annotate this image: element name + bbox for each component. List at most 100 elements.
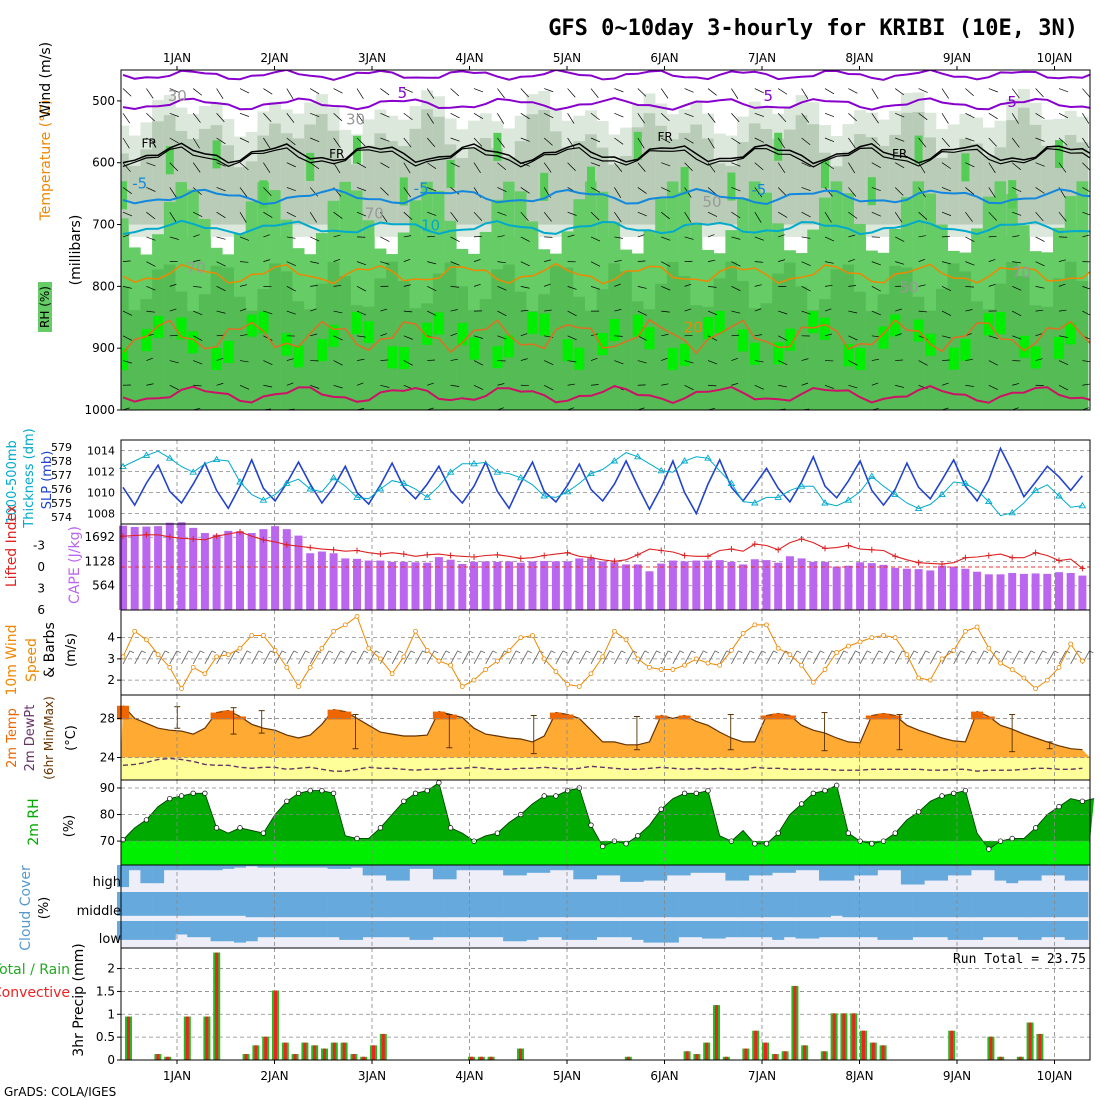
cloud-cell [479,865,492,871]
cloud-cell [351,865,363,868]
cloud-cell [1017,865,1030,881]
thickness-tick-label: 575 [51,497,72,510]
cape-bar [1019,573,1028,610]
convective-bar [156,1054,160,1060]
cape-bar [130,527,139,610]
cloud-cell [1053,865,1065,876]
date-tick-label: 6JAN [650,1069,678,1083]
wind-barb [520,650,529,665]
date-tick-label: 3JAN [358,1069,386,1083]
rh-point [436,780,442,786]
cloud-cell [491,865,504,871]
cloud-row-label: high [93,875,121,890]
wind-speed-point [319,645,325,651]
convective-bar [950,1030,954,1060]
cape-bar [938,565,946,610]
cloud-cell [280,921,293,938]
cape-bar [388,561,397,610]
rh-point [377,825,384,831]
cloud-cell [947,892,960,918]
thickness-marker [493,468,502,475]
rh-point [284,798,290,804]
contour-label: 30 [346,110,365,128]
wind-barb [169,650,178,665]
cloud-cell [912,921,925,938]
cloud-cell [924,892,937,918]
wind-speed-point [120,654,126,660]
thickness-marker [376,485,385,492]
temperature-peak [889,715,902,720]
wind-speed-point [260,633,266,638]
contour-label: 20 [684,319,703,337]
cloud-cell [865,892,878,918]
thickness-marker [283,479,291,486]
cloud-cell [994,892,1007,918]
cape-bar [598,561,607,610]
pressure-tick-label: 800 [92,279,115,293]
cloud-cell [561,892,574,918]
cloud-cell [573,865,586,880]
convective-bar [323,1048,326,1060]
cloud-cell [1076,865,1089,881]
wind-barb [403,650,412,665]
cloud-cell [585,865,597,880]
cloud-cell [128,921,141,940]
contour-label: 50 [702,193,721,211]
wind-speed-point [881,633,886,638]
date-tick-label: 6JAN [650,51,678,65]
cloud-cell [1017,921,1030,940]
pressure-axis: 500 600 700 800 900 1000 [84,94,121,417]
cloud-cell [444,865,457,880]
date-tick-label: 7JAN [748,1069,776,1083]
convective-bar [724,1056,728,1060]
cape-bar [423,562,432,610]
cloud-cell [795,921,808,939]
wind-barb [157,650,166,665]
wind-barb [1046,650,1055,665]
wind-barb [941,650,950,665]
convective-bar [832,1013,836,1060]
convective-bar [1018,1056,1022,1060]
cape-bar [973,571,982,610]
cloud-cell [491,892,504,918]
cloud-cell [386,865,399,881]
temperature-peak [971,711,984,720]
thickness-marker [189,468,197,475]
minmax-label: (6hr Min/Max) [42,696,56,780]
rh2m-panel: 90 80 70 2m RH (%) [26,779,1095,866]
contour-label: 70 [1012,264,1031,282]
cloud-cell [596,892,609,918]
cloud-cell [830,921,843,938]
cloud-cell [1064,892,1077,918]
convective-label: Convective [0,985,70,1001]
wind-speed-point [963,628,968,634]
cape-bar [516,562,525,610]
thickness-marker [985,497,993,505]
wind-speed-point [951,647,957,653]
cloud-cell [889,892,902,918]
cape-bar [984,574,993,610]
wind-speed-point [612,628,617,634]
rh-tick-label: 70 [100,834,115,848]
cloud-cell [982,892,995,918]
cape-bar [119,525,127,610]
thickness-marker [914,504,923,512]
cloud-cover-label: Cloud Cover [18,865,34,951]
convective-bar [166,1056,170,1060]
cloud-cell [971,865,984,871]
rh-line [122,781,1095,850]
wind-speed-point [787,652,793,658]
cape-bar [867,563,876,610]
wind-barb [894,650,903,665]
wind-speed-point [764,622,769,628]
wind-barb [508,650,517,665]
cape-bar [996,574,1005,610]
temperature-peak [678,715,691,720]
cloud-cell [362,892,375,918]
cloud-cell [865,921,878,938]
cloud-cell [432,921,445,938]
cloud-cell [280,892,293,918]
rh-point [190,790,196,796]
thickness-marker [1055,492,1063,499]
cloud-cell [538,892,551,918]
